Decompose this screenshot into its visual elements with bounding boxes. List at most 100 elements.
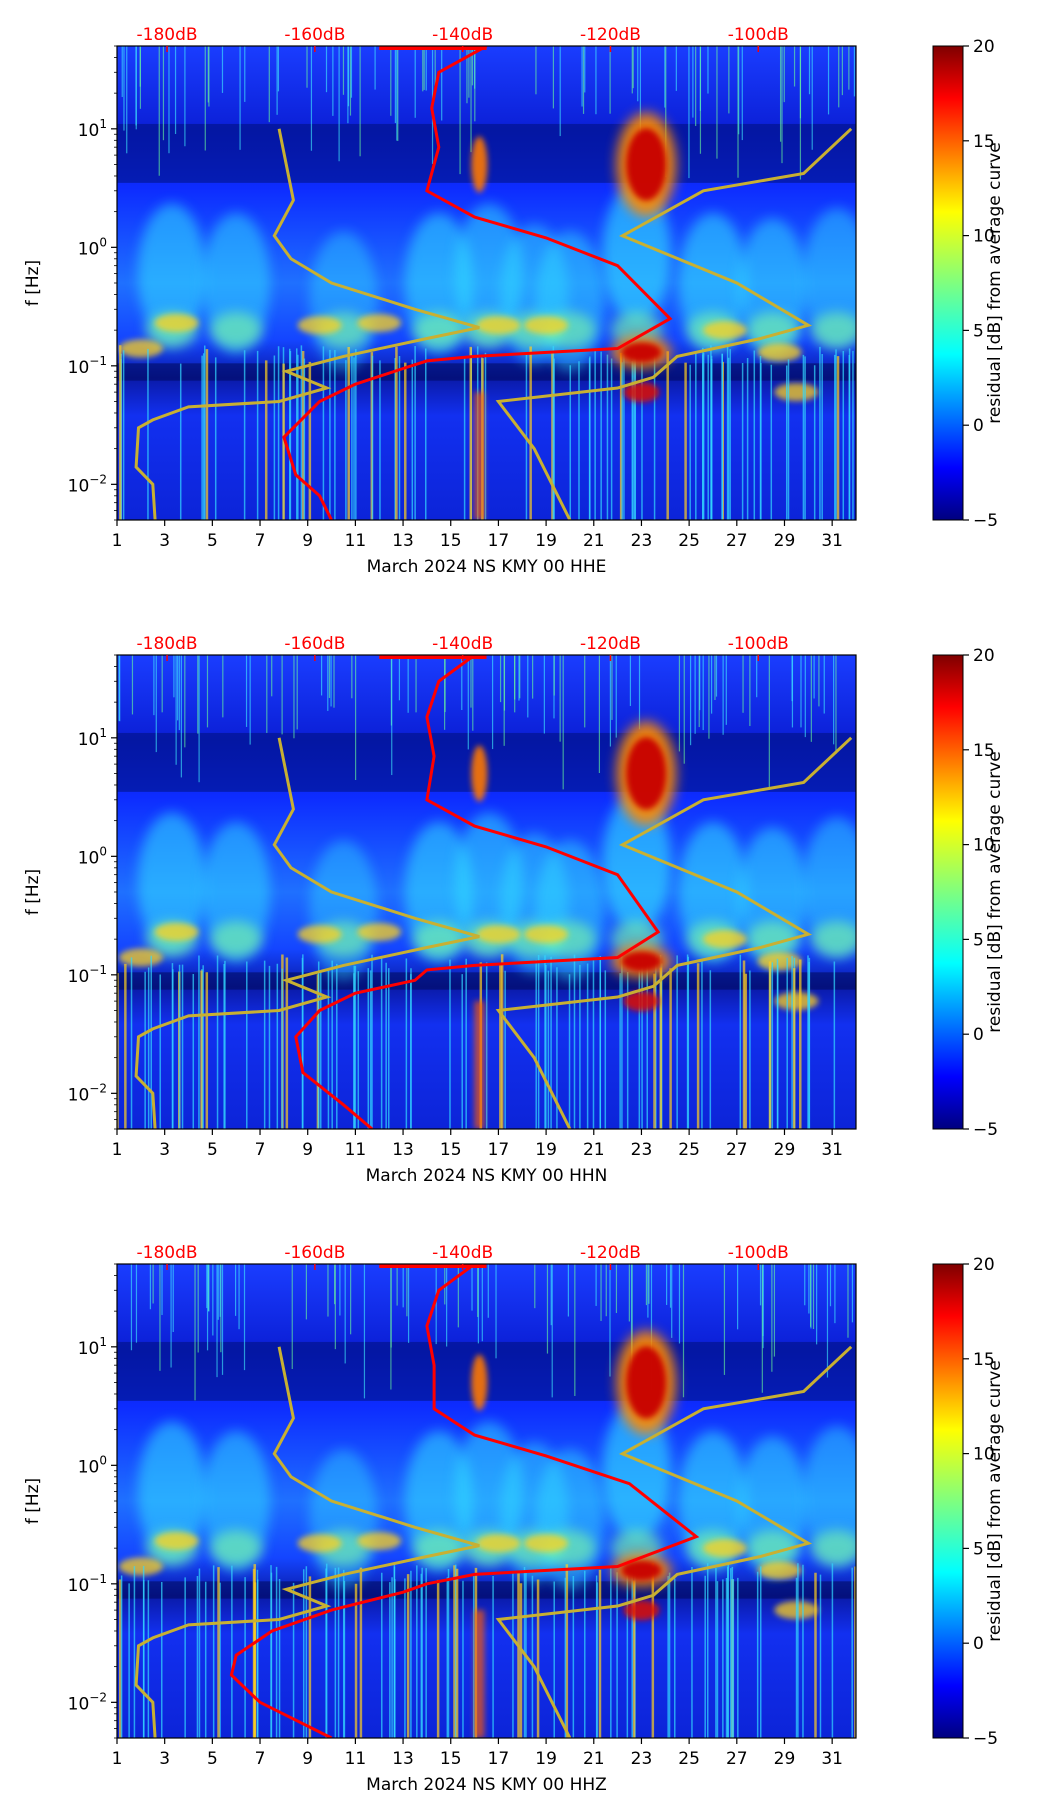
- db-tick-label: -140dB: [432, 1243, 493, 1263]
- x-tick-label: 19: [535, 531, 557, 551]
- colorbar: [932, 654, 964, 1130]
- x-tick-label: 19: [535, 1749, 557, 1769]
- y-tick-label: 10−1: [68, 963, 107, 987]
- x-tick-label: 19: [535, 1140, 557, 1160]
- colorbar-label: residual [dB] from average curve: [985, 1360, 1005, 1641]
- residual-patch: [757, 1561, 802, 1580]
- x-tick-label: 5: [207, 1140, 218, 1160]
- residual-patch: [702, 930, 747, 949]
- noise-model-curve-high: [495, 736, 853, 1129]
- x-tick-label: 9: [302, 1749, 313, 1769]
- residual-patch: [297, 1534, 342, 1553]
- residual-patch: [774, 383, 819, 402]
- bright-spot: [621, 342, 662, 363]
- residual-patch: [810, 921, 856, 958]
- x-axis-label: March 2024 NS KMY 00 HHE: [367, 557, 607, 577]
- colorbar-tick-label: 5: [973, 321, 984, 341]
- x-tick-label: 17: [488, 1749, 510, 1769]
- bright-spot: [626, 1346, 667, 1419]
- bright-spot: [626, 737, 667, 810]
- x-axis-label: March 2024 NS KMY 00 HHN: [366, 1166, 608, 1186]
- bright-spot: [471, 745, 488, 802]
- colorbar-tick-label: 20: [973, 1255, 995, 1275]
- db-tick-label: -120dB: [580, 25, 641, 45]
- x-tick-label: 15: [440, 531, 462, 551]
- y-tick-label: 100: [78, 1453, 107, 1477]
- x-tick-label: 11: [345, 1749, 367, 1769]
- colorbar-tick-label: 0: [973, 1025, 984, 1045]
- residual-patch: [474, 392, 485, 520]
- bright-spot: [626, 128, 667, 201]
- average-curve-cap: [379, 655, 487, 659]
- y-tick-label: 10−2: [68, 1081, 107, 1105]
- x-tick-label: 23: [631, 1749, 653, 1769]
- y-tick-label: 101: [78, 117, 107, 141]
- x-tick-label: 7: [255, 531, 266, 551]
- db-tick-label: -120dB: [580, 634, 641, 654]
- x-tick-label: 7: [255, 1140, 266, 1160]
- average-curve-cap: [379, 46, 487, 50]
- colorbar: [932, 1263, 964, 1739]
- x-tick-label: 11: [345, 531, 367, 551]
- x-tick-label: 25: [678, 1749, 700, 1769]
- x-tick-label: 29: [774, 531, 796, 551]
- y-axis-label: f [Hz]: [23, 1478, 43, 1524]
- residual-patch: [476, 925, 521, 944]
- residual-patch: [137, 812, 206, 953]
- y-tick-label: 10−2: [68, 1690, 107, 1714]
- x-tick-label: 13: [392, 1749, 414, 1769]
- residual-patch: [154, 313, 199, 332]
- residual-patch: [357, 313, 402, 332]
- y-axis-label: f [Hz]: [23, 869, 43, 915]
- residual-patch: [118, 339, 163, 358]
- residual-patch: [524, 316, 569, 335]
- noise-model-curve-low: [134, 737, 480, 1129]
- residual-patch: [476, 1534, 521, 1553]
- residual-patch: [757, 343, 802, 362]
- colorbar-tick-label: 10: [973, 836, 995, 856]
- db-tick-label: -160dB: [284, 1243, 345, 1263]
- colorbar-tick-label: 10: [973, 227, 995, 247]
- residual-patch: [357, 922, 402, 941]
- colorbar-tick-label: 20: [973, 37, 995, 57]
- x-tick-label: 31: [821, 531, 843, 551]
- dark-band: [117, 363, 856, 381]
- x-tick-label: 1: [112, 1749, 123, 1769]
- colorbar-tick-label: 0: [973, 416, 984, 436]
- bright-spot: [471, 1354, 488, 1411]
- x-tick-label: 15: [440, 1749, 462, 1769]
- average-psd-curve: [229, 1264, 700, 1738]
- y-axis-label: f [Hz]: [23, 260, 43, 306]
- noise-model-curve-high: [495, 127, 853, 520]
- x-tick-label: 5: [207, 1749, 218, 1769]
- x-tick-label: 27: [726, 531, 748, 551]
- residual-patch: [154, 1531, 199, 1550]
- residual-patch: [524, 1534, 569, 1553]
- colorbar-tick-label: 15: [973, 1350, 995, 1370]
- spectrogram-area: [117, 655, 856, 1129]
- colorbar-tick-label: 5: [973, 1539, 984, 1559]
- x-tick-label: 27: [726, 1140, 748, 1160]
- residual-patch: [476, 316, 521, 335]
- x-tick-label: 23: [631, 1140, 653, 1160]
- residual-patch: [774, 992, 819, 1011]
- y-tick-label: 100: [78, 844, 107, 868]
- residual-patch: [137, 203, 206, 344]
- y-tick-label: 10−1: [68, 354, 107, 378]
- db-tick-label: -180dB: [137, 25, 198, 45]
- colorbar-label: residual [dB] from average curve: [985, 142, 1005, 423]
- x-tick-label: 11: [345, 1140, 367, 1160]
- colorbar-label: residual [dB] from average curve: [985, 751, 1005, 1032]
- residual-patch: [810, 312, 856, 349]
- colorbar-tick-label: 15: [973, 741, 995, 761]
- x-tick-label: 29: [774, 1140, 796, 1160]
- colorbar: [932, 45, 964, 521]
- colorbar-tick-label: 5: [973, 930, 984, 950]
- residual-patch: [210, 1530, 263, 1567]
- colorbar-tick-label: −5: [973, 511, 998, 531]
- x-tick-label: 29: [774, 1749, 796, 1769]
- colorbar-tick-label: 0: [973, 1634, 984, 1654]
